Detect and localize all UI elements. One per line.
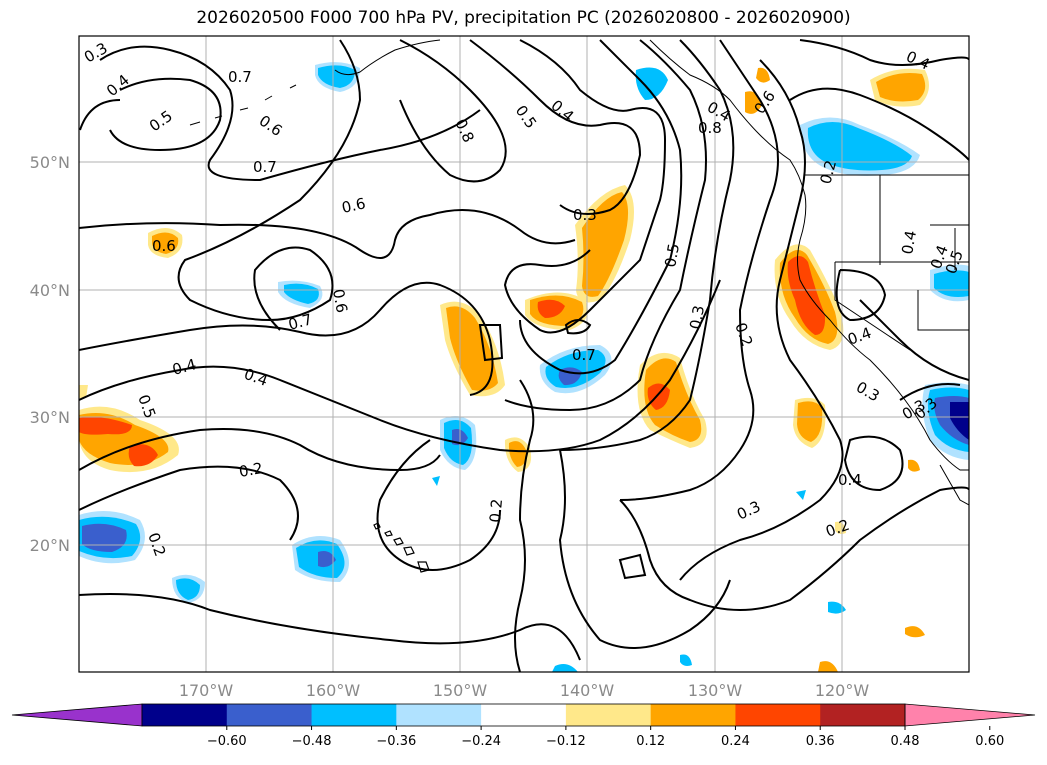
lon-label: 160°W: [306, 681, 361, 700]
colorbar-tick-label: 0.24: [721, 734, 750, 749]
hawaii-islands: [373, 522, 430, 573]
colorbar-segment: [820, 704, 906, 726]
colorbar-segment: [735, 704, 821, 726]
coastlines: [189, 39, 969, 506]
lat-label: 30°N: [30, 408, 70, 427]
contour-label: 0.7: [228, 68, 252, 86]
contour-label: 0.6: [152, 237, 176, 255]
lon-label: 170°W: [179, 681, 234, 700]
contour-label: 0.2: [238, 459, 265, 481]
colorbar-segment: [311, 704, 397, 726]
contour-label: 0.4: [898, 229, 920, 256]
colorbar-segment: [142, 704, 228, 726]
plot-frame: [78, 35, 970, 673]
colorbar: −0.60 −0.48 −0.36 −0.24 −0.12 0.12 0.24 0.36 0.4…: [11, 703, 1036, 749]
contour-label: 0.8: [698, 119, 722, 137]
lat-label: 50°N: [30, 153, 70, 172]
pv-contours: [79, 39, 969, 672]
contour-label: 0.3: [573, 206, 597, 224]
contour-label: 0.7: [572, 346, 596, 364]
lon-label: 140°W: [560, 681, 615, 700]
contour-label: 0.7: [253, 158, 277, 176]
colorbar-segment: [650, 704, 736, 726]
contour-label: 0.4: [170, 355, 198, 379]
contour-label: 0.7: [286, 310, 314, 334]
contour-label: 0.2: [816, 158, 840, 186]
colorbar-tick-label: −0.12: [546, 734, 586, 749]
contour-label: 0.6: [329, 288, 351, 315]
contour-label: 0.5: [661, 242, 683, 269]
colorbar-frame: [141, 703, 906, 727]
lat-label: 40°N: [30, 281, 70, 300]
longitude-axis: 170°W 160°W 150°W 140°W 130°W 120°W: [179, 681, 870, 700]
colorbar-tick-label: −0.36: [376, 734, 416, 749]
colorbar-extend-min: [11, 703, 143, 727]
colorbar-segment: [481, 704, 567, 726]
colorbar-tick-label: 0.48: [891, 734, 920, 749]
lon-label: 150°W: [433, 681, 488, 700]
contour-label: 0.2: [486, 498, 506, 523]
lon-label: 130°W: [688, 681, 743, 700]
map-title: 2026020500 F000 700 hPa PV, precipitatio…: [196, 8, 851, 28]
contour-label: 0.3: [686, 304, 708, 331]
colorbar-tick-label: −0.48: [292, 734, 332, 749]
colorbar-tick-label: 0.12: [636, 734, 665, 749]
colorbar-tick-label: −0.60: [207, 734, 247, 749]
colorbar-tick-label: 0.36: [806, 734, 835, 749]
contour-label: 0.4: [838, 471, 862, 489]
lon-label: 120°W: [815, 681, 870, 700]
colorbar-segment: [565, 704, 652, 726]
colorbar-segment: [396, 704, 482, 726]
lat-label: 20°N: [30, 536, 70, 555]
latitude-axis: 50°N 40°N 30°N 20°N: [30, 153, 70, 555]
contour-label: 0.6: [340, 194, 367, 217]
colorbar-tick-label: 0.60: [975, 734, 1004, 749]
colorbar-segment: [226, 704, 313, 726]
colorbar-tick-label: −0.24: [461, 734, 501, 749]
colorbar-extend-max: [904, 703, 1036, 727]
